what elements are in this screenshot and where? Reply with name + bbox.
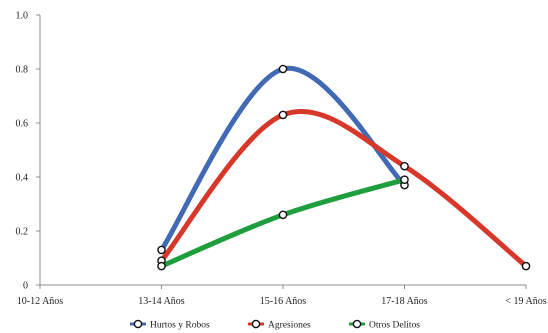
y-tick-label: 0.6 [16, 119, 29, 130]
x-tick-label: 17-18 Años [381, 296, 428, 307]
data-point [278, 210, 288, 220]
x-tick-label: 10-12 Años [17, 296, 64, 307]
data-point [400, 161, 409, 171]
x-tick-label: 15-16 Años [260, 296, 307, 307]
x-tick-label: 13-14 Años [138, 296, 185, 307]
series-line-1 [159, 65, 407, 253]
axes: 0 0.2 0.4 0.6 0.8 1.0 10-12 Años 13-14 Años 15-1… [16, 11, 547, 308]
data-point [278, 64, 288, 74]
legend-label: Hurtos y Robos [150, 321, 210, 331]
y-tick-label: 0.2 [16, 227, 29, 238]
legend-marker [352, 319, 362, 329]
legend-label: Agresiones [268, 321, 311, 331]
data-point [400, 175, 409, 184]
legend-marker [133, 319, 143, 329]
series-layer [159, 65, 529, 269]
series-line-2 [159, 108, 529, 269]
y-tick-label: 0 [23, 281, 28, 292]
points-layer [157, 64, 531, 271]
legend: Hurtos y Robos Agresiones Otros Delitos [130, 319, 420, 331]
data-point [521, 261, 531, 271]
x-tick-label: < 19 Años [505, 296, 546, 307]
y-tick-label: 0.8 [16, 65, 29, 76]
legend-marker [251, 319, 261, 329]
y-tick-label: 1.0 [16, 11, 29, 22]
series-line-3 [159, 177, 407, 269]
legend-label: Otros Delitos [369, 321, 420, 331]
data-point [157, 245, 166, 255]
data-point [157, 261, 166, 271]
y-tick-label: 0.4 [16, 173, 29, 184]
data-point [278, 110, 288, 120]
